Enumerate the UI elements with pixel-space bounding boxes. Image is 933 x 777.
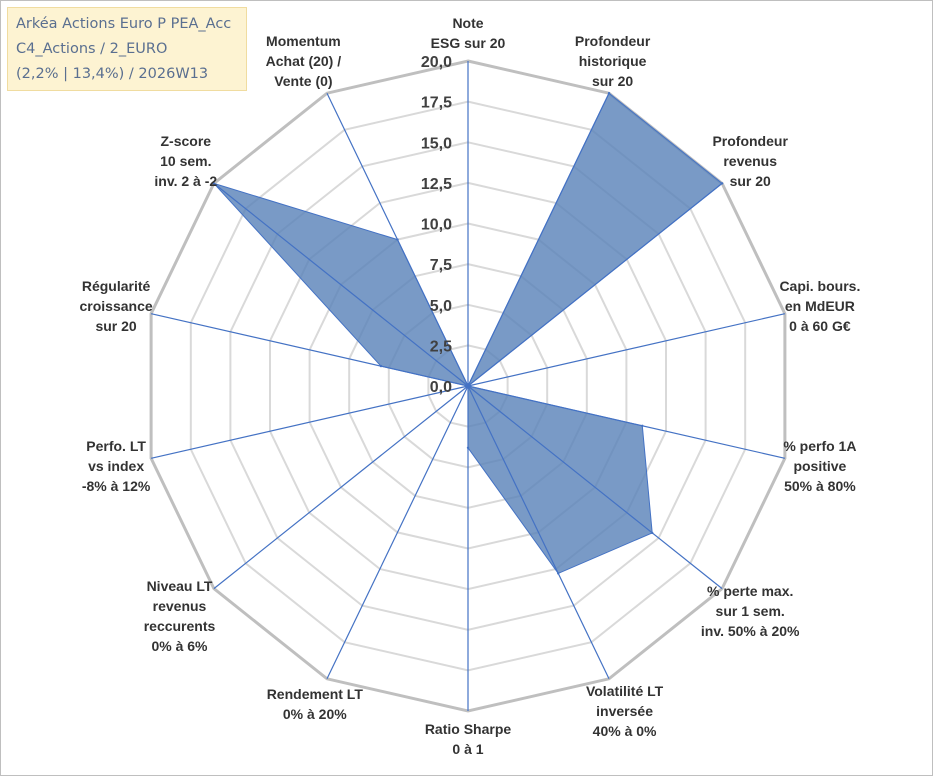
tick-label-2: 5,0 bbox=[430, 298, 452, 315]
axis-label-line: 50% à 80% bbox=[784, 478, 856, 495]
axis-label-line: sur 20 bbox=[591, 72, 634, 89]
tick-label-8: 20,0 bbox=[421, 54, 452, 71]
axis-label-line: revenus bbox=[723, 152, 778, 169]
axis-label-line: sur 1 sem. bbox=[715, 603, 785, 620]
axis-label-3: Capi. bours. en MdEUR 0 à 60 G€ bbox=[740, 276, 900, 336]
axis-label-line: inversée bbox=[596, 703, 653, 720]
axis-label-line: inv. 50% à 20% bbox=[700, 623, 800, 640]
axis-label-line: % perfo 1A bbox=[783, 438, 857, 455]
axis-spoke-9 bbox=[213, 385, 469, 590]
axis-label-line: vs index bbox=[88, 458, 145, 475]
tick-label-0: 0,0 bbox=[430, 379, 452, 396]
axis-label-line: 0% à 20% bbox=[282, 706, 347, 722]
axis-label-line: ESG sur 20 bbox=[430, 35, 506, 51]
axis-label-13: Momentum Achat (20) / Vente (0) bbox=[223, 31, 383, 91]
axis-spoke-11 bbox=[150, 313, 469, 387]
axis-label-line: Momentum bbox=[266, 32, 341, 49]
axis-spoke-2 bbox=[467, 182, 723, 387]
axis-label-6: Volatilité LT inversée 40% à 0% bbox=[545, 681, 705, 741]
tick-label-3: 7,5 bbox=[430, 257, 452, 274]
axis-spoke-6 bbox=[467, 385, 610, 680]
axis-label-1: Profondeur historique sur 20 bbox=[533, 31, 693, 91]
radar-tick-labels: 0,0 2,5 5,0 7,5 10,0 12,5 15,0 17,5 20,0 bbox=[421, 54, 452, 396]
axis-label-line: 0% à 6% bbox=[151, 638, 208, 655]
tick-label-5: 12,5 bbox=[421, 176, 452, 193]
tick-label-1: 2,5 bbox=[430, 338, 452, 355]
axis-label-line: Rendement LT bbox=[266, 686, 363, 702]
axis-label-line: Note bbox=[452, 15, 484, 31]
axis-spoke-13 bbox=[326, 92, 469, 387]
axis-label-7: Ratio Sharpe 0 à 1 bbox=[388, 719, 548, 759]
axis-label-line: inv. 2 à -2 bbox=[154, 172, 218, 189]
axis-label-line: sur 20 bbox=[95, 317, 137, 334]
axis-spoke-12 bbox=[213, 182, 469, 387]
axis-label-4: % perfo 1A positive 50% à 80% bbox=[740, 436, 900, 496]
radar-spokes bbox=[150, 61, 786, 711]
axis-spoke-10 bbox=[150, 385, 469, 459]
axis-label-line: en MdEUR bbox=[784, 297, 855, 314]
fund-name: Arkéa Actions Euro P PEA_Acc bbox=[16, 16, 232, 32]
axis-label-0: Note ESG sur 20 bbox=[388, 13, 548, 53]
axis-label-line: croissance bbox=[79, 297, 153, 314]
axis-label-line: 0 à 1 bbox=[452, 741, 484, 757]
axis-label-line: Z-score bbox=[160, 132, 212, 149]
tick-label-4: 10,0 bbox=[421, 217, 452, 234]
axis-label-9: Niveau LT revenus reccurents 0% à 6% bbox=[100, 576, 260, 656]
axis-label-line: reccurents bbox=[143, 618, 216, 635]
axis-label-2: Profondeur revenus sur 20 bbox=[670, 131, 830, 191]
axis-label-line: Niveau LT bbox=[146, 578, 213, 595]
fund-info-box: Arkéa Actions Euro P PEA_Acc C4_Actions … bbox=[7, 7, 247, 91]
axis-spoke-1 bbox=[467, 92, 610, 387]
axis-label-line: 10 sem. bbox=[160, 152, 212, 169]
axis-label-line: Régularité bbox=[81, 277, 151, 294]
axis-spoke-5 bbox=[467, 385, 723, 590]
axis-label-line: Ratio Sharpe bbox=[424, 721, 512, 737]
axis-spoke-3 bbox=[467, 313, 786, 387]
axis-label-line: -8% à 12% bbox=[81, 478, 151, 495]
axis-label-line: Capi. bours. bbox=[779, 277, 861, 294]
tick-label-6: 15,0 bbox=[421, 135, 452, 152]
axis-label-5: % perte max. sur 1 sem. inv. 50% à 20% bbox=[670, 581, 830, 641]
fund-category: C4_Actions / 2_EURO bbox=[16, 41, 168, 57]
axis-label-11: Régularité croissance sur 20 bbox=[36, 276, 196, 336]
fund-stats: (2,2% | 13,4%) / 2026W13 bbox=[16, 66, 209, 82]
axis-label-12: Z-score 10 sem. inv. 2 à -2 bbox=[106, 131, 266, 191]
axis-label-line: historique bbox=[578, 52, 647, 69]
axis-label-line: Profondeur bbox=[574, 32, 651, 49]
axis-label-10: Perfo. LT vs index -8% à 12% bbox=[36, 436, 196, 496]
axis-label-line: sur 20 bbox=[729, 172, 771, 189]
axis-label-line: 40% à 0% bbox=[592, 723, 657, 740]
axis-label-line: Achat (20) / bbox=[265, 52, 342, 69]
axis-spoke-4 bbox=[467, 385, 786, 459]
tick-label-7: 17,5 bbox=[421, 95, 452, 112]
axis-label-line: Volatilité LT bbox=[585, 683, 664, 700]
axis-label-line: positive bbox=[793, 458, 847, 475]
axis-label-8: Rendement LT 0% à 20% bbox=[235, 684, 395, 724]
axis-label-line: revenus bbox=[152, 598, 207, 615]
axis-label-line: Perfo. LT bbox=[86, 438, 146, 455]
axis-label-line: % perte max. bbox=[707, 583, 794, 600]
axis-label-line: Profondeur bbox=[712, 132, 788, 149]
axis-spoke-8 bbox=[326, 385, 469, 680]
axis-label-line: Vente (0) bbox=[274, 72, 333, 89]
axis-label-line: 0 à 60 G€ bbox=[789, 317, 851, 334]
